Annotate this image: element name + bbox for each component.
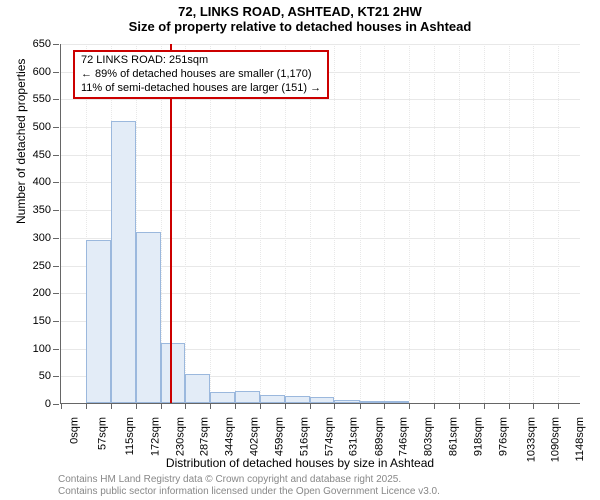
gridline-v: [334, 44, 335, 403]
x-tick: [360, 403, 361, 409]
x-tick: [459, 403, 460, 409]
x-tick-label: 57sqm: [96, 417, 108, 450]
footer-line1: Contains HM Land Registry data © Crown c…: [58, 474, 440, 486]
x-tick: [409, 403, 410, 409]
y-tick-label: 500: [33, 121, 61, 133]
gridline-v: [509, 44, 510, 403]
x-tick: [235, 403, 236, 409]
gridline-v: [409, 44, 410, 403]
x-tick-label: 918sqm: [472, 417, 484, 456]
x-axis-label: Distribution of detached houses by size …: [0, 456, 600, 470]
x-tick-label: 230sqm: [174, 417, 186, 456]
gridline-h: [61, 210, 580, 211]
gridline-v: [360, 44, 361, 403]
gridline-v: [384, 44, 385, 403]
annotation-line: 11% of semi-detached houses are larger (…: [81, 82, 321, 96]
histogram-bar: [285, 396, 310, 403]
x-tick-label: 689sqm: [373, 417, 385, 456]
gridline-v: [558, 44, 559, 403]
x-tick-label: 172sqm: [149, 417, 161, 456]
annotation-line: ← 89% of detached houses are smaller (1,…: [81, 68, 321, 82]
x-tick: [260, 403, 261, 409]
histogram-bar: [334, 400, 359, 403]
x-tick: [161, 403, 162, 409]
x-tick-label: 1148sqm: [575, 417, 587, 461]
y-tick-label: 600: [33, 66, 61, 78]
x-tick-label: 287sqm: [199, 417, 211, 456]
x-tick-label: 0sqm: [68, 417, 80, 444]
x-tick: [310, 403, 311, 409]
gridline-v: [533, 44, 534, 403]
histogram-bar: [360, 401, 385, 403]
histogram-bar: [310, 397, 335, 403]
histogram-bar: [384, 401, 409, 403]
x-tick-label: 803sqm: [423, 417, 435, 456]
gridline-h: [61, 182, 580, 183]
histogram-bar: [185, 374, 210, 403]
x-tick: [509, 403, 510, 409]
x-tick-label: 861sqm: [448, 417, 460, 456]
x-tick: [86, 403, 87, 409]
y-tick-label: 350: [33, 204, 61, 216]
gridline-h: [61, 155, 580, 156]
x-tick: [111, 403, 112, 409]
y-tick-label: 400: [33, 176, 61, 188]
x-tick: [384, 403, 385, 409]
x-tick: [334, 403, 335, 409]
x-tick-label: 516sqm: [298, 417, 310, 456]
footer-line2: Contains public sector information licen…: [58, 486, 440, 498]
histogram-bar: [260, 395, 285, 403]
x-tick: [285, 403, 286, 409]
y-tick-label: 250: [33, 260, 61, 272]
gridline-h: [61, 127, 580, 128]
y-tick-label: 150: [33, 315, 61, 327]
x-tick-label: 976sqm: [497, 417, 509, 456]
histogram-bar: [111, 121, 136, 403]
y-tick-label: 200: [33, 287, 61, 299]
x-tick: [434, 403, 435, 409]
chart-subtitle: Size of property relative to detached ho…: [0, 19, 600, 34]
x-tick: [136, 403, 137, 409]
y-tick-label: 300: [33, 232, 61, 244]
gridline-h: [61, 44, 580, 45]
gridline-v: [484, 44, 485, 403]
x-tick: [533, 403, 534, 409]
gridline-h: [61, 99, 580, 100]
histogram-bar: [161, 343, 186, 403]
y-tick-label: 100: [33, 343, 61, 355]
chart-area: 0501001502002503003504004505005506006500…: [60, 44, 580, 404]
x-tick-label: 746sqm: [398, 417, 410, 456]
y-tick-label: 450: [33, 149, 61, 161]
x-tick: [185, 403, 186, 409]
gridline-v: [434, 44, 435, 403]
x-tick: [210, 403, 211, 409]
x-tick-label: 631sqm: [348, 417, 360, 456]
y-tick-label: 50: [39, 370, 61, 382]
footer-attribution: Contains HM Land Registry data © Crown c…: [58, 474, 440, 498]
title-block: 72, LINKS ROAD, ASHTEAD, KT21 2HW Size o…: [0, 0, 600, 34]
gridline-v: [459, 44, 460, 403]
annotation-line: 72 LINKS ROAD: 251sqm: [81, 54, 321, 68]
histogram-bar: [235, 391, 260, 403]
x-tick-label: 574sqm: [323, 417, 335, 456]
x-tick-label: 402sqm: [249, 417, 261, 456]
histogram-bar: [210, 392, 235, 403]
x-tick-label: 344sqm: [224, 417, 236, 456]
x-tick: [61, 403, 62, 409]
x-tick-label: 459sqm: [273, 417, 285, 456]
x-tick-label: 115sqm: [124, 417, 136, 455]
y-axis-label: Number of detached properties: [14, 59, 28, 224]
histogram-bar: [136, 232, 161, 403]
x-tick: [558, 403, 559, 409]
chart-title: 72, LINKS ROAD, ASHTEAD, KT21 2HW: [0, 4, 600, 19]
annotation-box: 72 LINKS ROAD: 251sqm← 89% of detached h…: [73, 50, 329, 99]
y-tick-label: 650: [33, 38, 61, 50]
y-tick-label: 0: [45, 398, 61, 410]
x-tick: [484, 403, 485, 409]
y-tick-label: 550: [33, 93, 61, 105]
histogram-bar: [86, 240, 111, 403]
plot-region: 0501001502002503003504004505005506006500…: [60, 44, 580, 404]
